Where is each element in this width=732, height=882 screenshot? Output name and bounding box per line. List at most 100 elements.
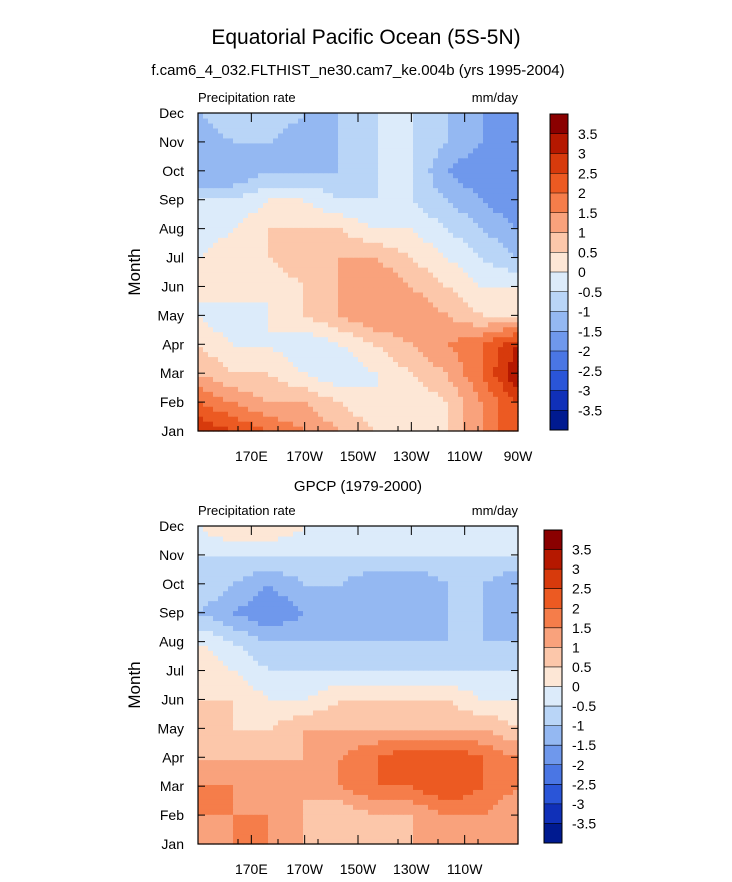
- heatmap-cell: [203, 819, 209, 825]
- heatmap-cell: [213, 839, 219, 845]
- heatmap-cell: [403, 207, 409, 213]
- heatmap-cell: [198, 391, 204, 397]
- heatmap-cell: [448, 321, 454, 328]
- heatmap-cell: [318, 391, 324, 397]
- heatmap-cell: [303, 142, 309, 149]
- heatmap-cell: [408, 829, 414, 835]
- heatmap-cell: [308, 366, 314, 372]
- heatmap-cell: [383, 416, 389, 422]
- heatmap-cell: [468, 113, 474, 119]
- heatmap-cell: [363, 411, 369, 417]
- heatmap-cell: [478, 132, 484, 139]
- heatmap-cell: [428, 232, 434, 238]
- heatmap-cell: [458, 336, 464, 343]
- heatmap-cell: [358, 321, 364, 328]
- heatmap-cell: [323, 406, 329, 412]
- heatmap-cell: [358, 824, 364, 830]
- heatmap-cell: [213, 252, 219, 258]
- heatmap-cell: [448, 819, 454, 825]
- heatmap-cell: [488, 396, 494, 402]
- heatmap-cell: [388, 789, 394, 795]
- heatmap-cell: [313, 316, 319, 323]
- heatmap-cell: [228, 346, 234, 353]
- heatmap-cell: [288, 386, 294, 392]
- heatmap-cell: [198, 306, 204, 313]
- heatmap-cell: [228, 222, 234, 228]
- heatmap-cell: [393, 426, 399, 432]
- heatmap-cell: [443, 152, 449, 159]
- heatmap-cell: [323, 197, 329, 204]
- heatmap-cell: [508, 416, 514, 422]
- heatmap-cell: [238, 794, 244, 800]
- heatmap-cell: [338, 351, 344, 358]
- heatmap-cell: [233, 152, 239, 159]
- heatmap-cell: [453, 321, 459, 328]
- heatmap-cell: [463, 232, 469, 238]
- heatmap-cell: [493, 829, 499, 835]
- heatmap-cell: [448, 262, 454, 268]
- heatmap-cell: [233, 809, 239, 815]
- heatmap-cell: [208, 406, 214, 412]
- heatmap-cell: [278, 157, 284, 164]
- heatmap-cell: [413, 252, 419, 258]
- heatmap-cell: [238, 247, 244, 253]
- heatmap-cell: [263, 257, 269, 263]
- heatmap-cell: [498, 197, 504, 204]
- heatmap-cell: [213, 356, 219, 363]
- heatmap-cell: [403, 316, 409, 323]
- y-tick-label: Sep: [159, 192, 184, 208]
- heatmap-cell: [278, 326, 284, 333]
- heatmap-cell: [483, 814, 489, 820]
- heatmap-cell: [313, 809, 319, 815]
- heatmap-cell: [318, 794, 324, 800]
- heatmap-cell: [413, 421, 419, 427]
- heatmap-cell: [373, 167, 379, 174]
- heatmap-cell: [508, 132, 514, 139]
- heatmap-cell: [363, 207, 369, 213]
- heatmap-cell: [363, 247, 369, 253]
- heatmap-cell: [198, 406, 204, 412]
- heatmap-cell: [343, 336, 349, 343]
- heatmap-cell: [278, 162, 284, 169]
- heatmap-cell: [338, 361, 344, 368]
- heatmap-cell: [463, 212, 469, 218]
- heatmap-cell: [478, 217, 484, 223]
- heatmap-cell: [373, 132, 379, 139]
- heatmap-cell: [448, 137, 454, 144]
- heatmap-cell: [253, 192, 259, 199]
- heatmap-cell: [418, 207, 424, 213]
- colorbar-label: 0: [578, 264, 586, 280]
- heatmap-cell: [223, 296, 229, 303]
- heatmap-cell: [378, 321, 384, 328]
- heatmap-cell: [253, 381, 259, 387]
- heatmap-cell: [438, 192, 444, 199]
- heatmap-cell: [263, 177, 269, 184]
- heatmap-cell: [438, 386, 444, 392]
- heatmap-cell: [408, 291, 414, 298]
- heatmap-cell: [423, 809, 429, 815]
- heatmap-cell: [453, 306, 459, 313]
- heatmap-cell: [358, 167, 364, 174]
- heatmap-cell: [438, 262, 444, 268]
- heatmap-cell: [348, 426, 354, 432]
- heatmap-cell: [233, 162, 239, 169]
- heatmap-cell: [373, 311, 379, 318]
- heatmap-cell: [308, 247, 314, 253]
- heatmap-cell: [438, 839, 444, 845]
- heatmap-cell: [308, 316, 314, 323]
- heatmap-cell: [503, 814, 509, 820]
- heatmap-cell: [383, 356, 389, 363]
- heatmap-cell: [408, 401, 414, 407]
- heatmap-cell: [288, 301, 294, 308]
- x-tick-label: 110W: [447, 448, 483, 464]
- heatmap-cell: [313, 296, 319, 303]
- heatmap-cell: [378, 376, 384, 382]
- heatmap-cell: [303, 291, 309, 298]
- heatmap-cell: [338, 426, 344, 432]
- heatmap-cell: [303, 217, 309, 223]
- heatmap-cell: [258, 321, 264, 328]
- heatmap-cell: [303, 406, 309, 412]
- heatmap-cell: [493, 192, 499, 199]
- heatmap-cell: [348, 421, 354, 427]
- heatmap-cell: [463, 401, 469, 407]
